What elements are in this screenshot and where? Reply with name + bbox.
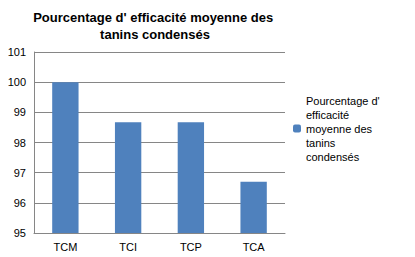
svg-text:100: 100 xyxy=(8,76,26,88)
svg-text:101: 101 xyxy=(8,46,26,58)
svg-text:97: 97 xyxy=(14,167,26,179)
svg-text:TCP: TCP xyxy=(180,241,202,253)
svg-text:efficacité: efficacité xyxy=(306,109,352,121)
svg-text:99: 99 xyxy=(14,106,26,118)
svg-text:tanins condensés: tanins condensés xyxy=(100,27,210,42)
svg-text:95: 95 xyxy=(14,227,26,239)
svg-text:98: 98 xyxy=(14,137,26,149)
svg-text:moyenne des: moyenne des xyxy=(306,123,375,135)
svg-text:TCA: TCA xyxy=(243,241,266,253)
svg-text:96: 96 xyxy=(14,197,26,209)
svg-text:tanins: tanins xyxy=(306,137,338,149)
svg-text:condensés: condensés xyxy=(306,151,360,163)
svg-text:Pourcentage d' efficacité moye: Pourcentage d' efficacité moyenne des xyxy=(33,10,277,25)
svg-text:TCI: TCI xyxy=(119,241,137,253)
svg-text:Pourcentage d': Pourcentage d' xyxy=(306,95,383,107)
svg-text:TCM: TCM xyxy=(53,241,77,253)
